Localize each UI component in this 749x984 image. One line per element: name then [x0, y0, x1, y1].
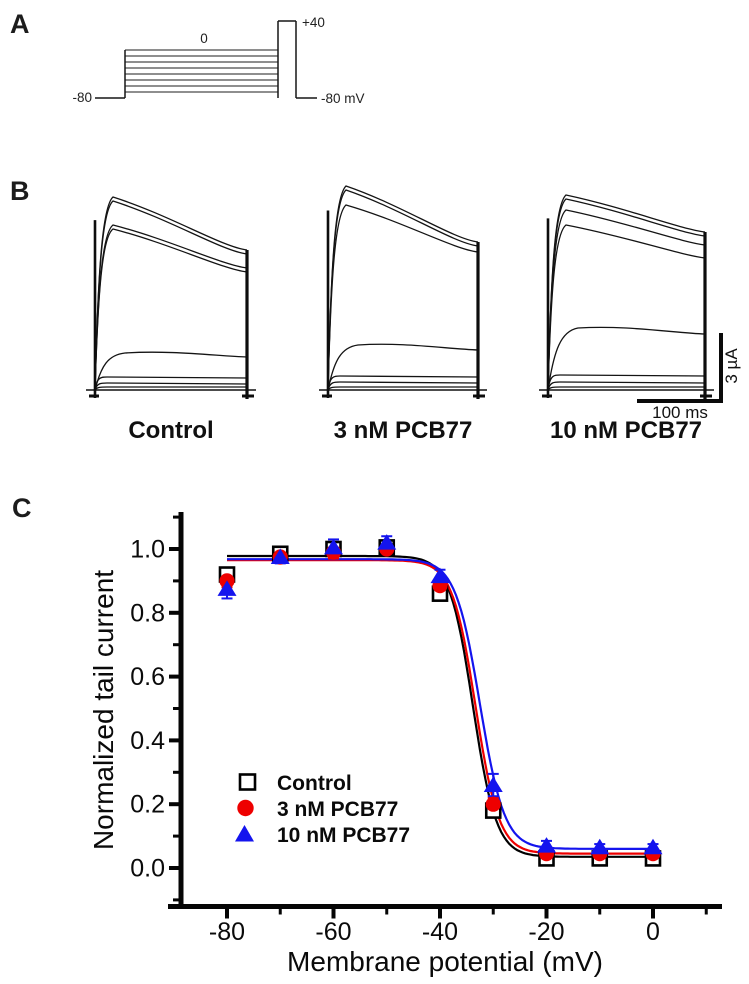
legend-circle-icon: [237, 799, 254, 817]
current-trace: [94, 228, 248, 391]
marker-circle-3nm: [485, 796, 501, 812]
current-trace: [547, 381, 706, 391]
current-trace: [547, 326, 706, 391]
marker-triangle-10nm: [590, 838, 610, 855]
marker-triangle-10nm: [377, 534, 397, 550]
legend-square-open-icon: [238, 773, 257, 791]
legend-label-10nm: 10 nM PCB77: [277, 824, 410, 847]
marker-triangle-10nm: [483, 776, 503, 793]
x-axis-label: Membrane potential (mV): [287, 946, 603, 977]
protocol-holding-right-label: -80 mV: [321, 91, 365, 106]
current-trace: [327, 343, 479, 391]
current-trace: [547, 224, 706, 391]
y-tick-label: 0.0: [130, 855, 165, 883]
y-tick-label: 0.2: [130, 791, 165, 819]
panel-b-label: B: [10, 176, 30, 206]
current-trace: [547, 209, 706, 391]
activation-curve-plot: -80 -60 -40 -20 0 0.0 0.2 0.4 0.6 0.8 1.0: [130, 512, 722, 946]
y-tick-label: 0.6: [130, 663, 165, 691]
legend-triangle-icon: [235, 825, 254, 842]
marker-triangle-10nm: [270, 548, 290, 564]
voltage-protocol-diagram: [95, 20, 317, 99]
marker-triangle-10nm: [537, 837, 556, 853]
marker-triangle-10nm: [430, 567, 450, 584]
x-tick-label: -40: [422, 918, 458, 946]
protocol-step-top-label: 0: [200, 31, 208, 46]
x-tick-label: -20: [528, 918, 564, 946]
trace-family-1: [319, 185, 487, 399]
scalebar-time-label: 100 ms: [652, 403, 708, 422]
y-tick-label: 0.8: [130, 599, 165, 627]
panel-c-label: C: [12, 493, 32, 523]
current-trace: [547, 198, 706, 391]
current-trace: [327, 204, 479, 391]
current-trace: [327, 185, 479, 391]
y-axis-label: Normalized tail current: [88, 570, 119, 850]
current-trace: [327, 189, 479, 391]
protocol-holding-left-label: -80: [72, 90, 92, 105]
scalebar-current-label: 3 µA: [722, 348, 741, 384]
current-trace-families: [86, 185, 723, 403]
legend-label-control: Control: [277, 772, 352, 795]
marker-triangle-10nm: [324, 538, 343, 555]
current-trace: [94, 200, 248, 391]
y-tick-label: 0.4: [130, 727, 165, 755]
protocol-pulse-label: +40: [302, 15, 325, 30]
legend-label-3nm: 3 nM PCB77: [277, 798, 398, 821]
current-trace: [327, 381, 479, 391]
marker-triangle-10nm: [217, 580, 237, 596]
current-trace: [94, 224, 248, 391]
x-tick-label: -80: [209, 918, 245, 946]
x-tick-label: -60: [315, 918, 351, 946]
y-tick-label: 1.0: [130, 536, 165, 564]
condition-label-10nm: 10 nM PCB77: [550, 417, 702, 444]
trace-family-0: [86, 196, 256, 399]
condition-label-control: Control: [128, 417, 213, 444]
condition-label-3nm: 3 nM PCB77: [334, 417, 473, 444]
current-trace: [94, 351, 248, 391]
plot-legend: Control 3 nM PCB77 10 nM PCB77: [235, 772, 410, 847]
panel-a-label: A: [10, 9, 30, 39]
marker-triangle-10nm: [643, 838, 663, 855]
trace-family-2: [539, 194, 714, 399]
x-tick-label: 0: [646, 918, 660, 946]
